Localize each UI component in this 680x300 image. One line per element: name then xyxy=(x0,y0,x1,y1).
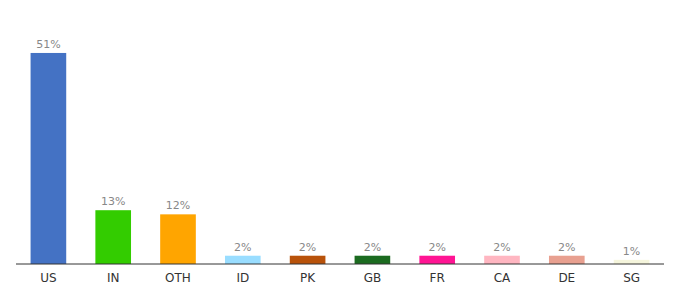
x-tick-label: IN xyxy=(107,271,120,285)
data-label: 2% xyxy=(234,241,251,254)
x-tick-label: OTH xyxy=(165,271,191,285)
data-labels: 51% 13% 12% 2% 2% 2% 2% 2% 2% 1% xyxy=(36,38,640,258)
x-tick-label: CA xyxy=(494,271,511,285)
bar xyxy=(549,256,585,264)
bar xyxy=(484,256,520,264)
x-tick-label: GB xyxy=(364,271,382,285)
x-tick-label: DE xyxy=(558,271,575,285)
x-tick-label: SG xyxy=(623,271,640,285)
bars xyxy=(31,53,650,264)
x-tick-label: US xyxy=(40,271,56,285)
x-tick-label: PK xyxy=(300,271,316,285)
x-tick-label: FR xyxy=(430,271,445,285)
bar xyxy=(419,256,455,264)
data-label: 2% xyxy=(299,241,316,254)
bar xyxy=(95,210,131,264)
data-label: 2% xyxy=(493,241,510,254)
x-tick-label: ID xyxy=(236,271,249,285)
chart: 51% 13% 12% 2% 2% 2% 2% 2% 2% 1% US IN OTH ID PK GB FR CA… xyxy=(0,0,680,300)
x-axis xyxy=(16,264,664,265)
chart-container: 51% 13% 12% 2% 2% 2% 2% 2% 2% 1% US IN OTH ID PK GB FR CA… xyxy=(0,0,680,300)
x-tick-labels: US IN OTH ID PK GB FR CA DE SG xyxy=(40,271,640,285)
data-label: 13% xyxy=(101,195,125,208)
data-label: 51% xyxy=(36,38,60,51)
data-label: 1% xyxy=(623,245,640,258)
data-label: 2% xyxy=(364,241,381,254)
bar xyxy=(355,256,391,264)
bar xyxy=(160,214,196,264)
data-label: 2% xyxy=(428,241,445,254)
bar xyxy=(290,256,326,264)
bar xyxy=(31,53,67,264)
data-label: 2% xyxy=(558,241,575,254)
bar xyxy=(614,260,650,264)
data-label: 12% xyxy=(166,199,190,212)
bar xyxy=(225,256,261,264)
